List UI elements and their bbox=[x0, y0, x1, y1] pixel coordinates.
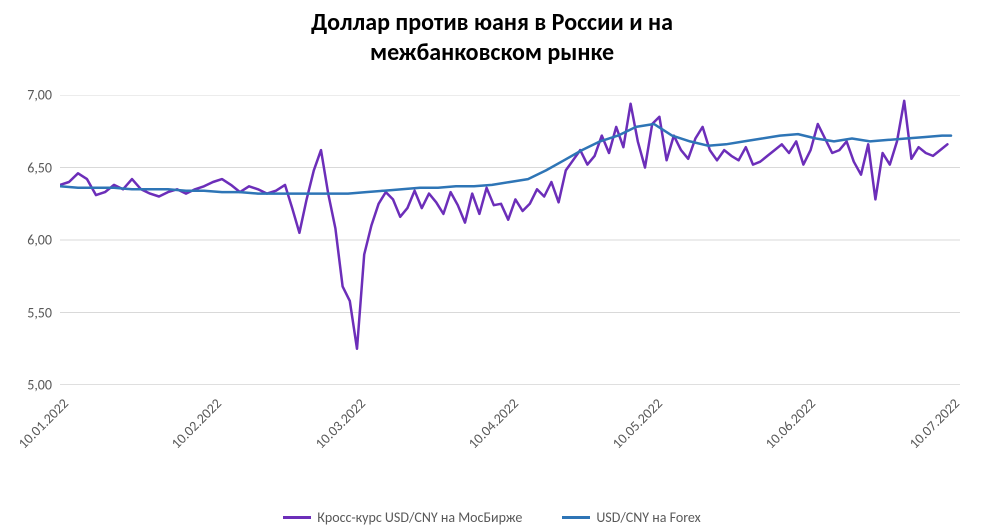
xtick-label: 10.04.2022 bbox=[439, 395, 522, 478]
legend-item-0: Кросс-курс USD/CNY на МосБирже bbox=[283, 509, 522, 526]
ytick-label: 6,50 bbox=[10, 159, 52, 176]
ytick-label: 6,00 bbox=[10, 232, 52, 249]
xtick-label: 10.07.2022 bbox=[880, 395, 963, 478]
chart-container: Доллар против юаня в России и на межбанк… bbox=[0, 0, 984, 532]
ytick-label: 5,00 bbox=[10, 377, 52, 394]
legend: Кросс-курс USD/CNY на МосБирже USD/CNY н… bbox=[0, 509, 984, 526]
xtick-label: 10.02.2022 bbox=[142, 395, 225, 478]
xtick-label: 10.05.2022 bbox=[583, 395, 666, 478]
title-line-1: Доллар против юаня в России и на bbox=[0, 8, 984, 38]
xtick-label: 10.01.2022 bbox=[0, 395, 72, 478]
chart-title: Доллар против юаня в России и на межбанк… bbox=[0, 8, 984, 68]
ytick-label: 5,50 bbox=[10, 304, 52, 321]
plot-area bbox=[60, 95, 960, 385]
ytick-label: 7,00 bbox=[10, 87, 52, 104]
xtick-label: 10.03.2022 bbox=[286, 395, 369, 478]
xtick-label: 10.06.2022 bbox=[736, 395, 819, 478]
legend-label-0: Кросс-курс USD/CNY на МосБирже bbox=[317, 509, 522, 526]
legend-label-1: USD/CNY на Forex bbox=[596, 509, 700, 526]
title-line-2: межбанковском рынке bbox=[0, 38, 984, 68]
legend-swatch-0 bbox=[283, 516, 311, 519]
legend-item-1: USD/CNY на Forex bbox=[562, 509, 700, 526]
legend-swatch-1 bbox=[562, 516, 590, 519]
